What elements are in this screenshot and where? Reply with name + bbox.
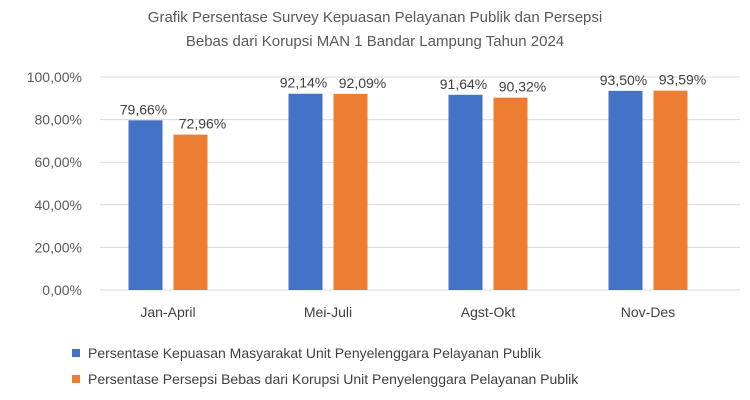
chart-title-line-2: Bebas dari Korupsi MAN 1 Bandar Lampung … [185, 33, 565, 50]
data-label: 91,64% [440, 76, 487, 92]
x-tick-label: Agst-Okt [461, 304, 516, 320]
data-label: 72,96% [179, 116, 226, 132]
legend: Persentase Kepuasan Masyarakat Unit Peny… [72, 340, 742, 392]
data-label: 93,50% [600, 72, 647, 88]
y-tick-label: 100,00% [27, 69, 82, 85]
y-tick-label: 20,00% [35, 239, 82, 255]
data-label: 92,14% [280, 75, 327, 91]
bar-kepuasan [128, 120, 163, 290]
chart-title: Grafik Persentase Survey Kepuasan Pelaya… [0, 6, 750, 54]
data-label: 93,59% [659, 72, 706, 88]
y-tick-label: 80,00% [35, 112, 82, 128]
bar-persepsi [173, 134, 208, 290]
legend-label-persepsi: Persentase Persepsi Bebas dari Korupsi U… [88, 371, 579, 387]
legend-label-kepuasan: Persentase Kepuasan Masyarakat Unit Peny… [88, 345, 541, 361]
legend-swatch-blue [72, 349, 80, 357]
x-tick-label: Nov-Des [621, 304, 675, 320]
y-tick-label: 40,00% [35, 197, 82, 213]
chart-title-line-1: Grafik Persentase Survey Kepuasan Pelaya… [147, 9, 603, 26]
data-label: 79,66% [120, 101, 167, 117]
data-label: 90,32% [499, 79, 546, 95]
legend-item-kepuasan: Persentase Kepuasan Masyarakat Unit Peny… [72, 340, 742, 366]
legend-item-persepsi: Persentase Persepsi Bebas dari Korupsi U… [72, 366, 742, 392]
legend-swatch-orange [72, 375, 80, 383]
y-tick-label: 60,00% [35, 154, 82, 170]
bar-persepsi [653, 90, 688, 291]
bar-kepuasan [448, 94, 483, 291]
x-tick-label: Mei-Juli [304, 304, 352, 320]
y-tick-label: 0,00% [42, 282, 82, 298]
bar-kepuasan [288, 93, 323, 291]
x-tick-label: Jan-April [140, 304, 195, 320]
bar-persepsi [333, 93, 368, 290]
bar-kepuasan [608, 90, 643, 290]
data-label: 92,09% [339, 75, 386, 91]
bar-persepsi [493, 97, 528, 290]
